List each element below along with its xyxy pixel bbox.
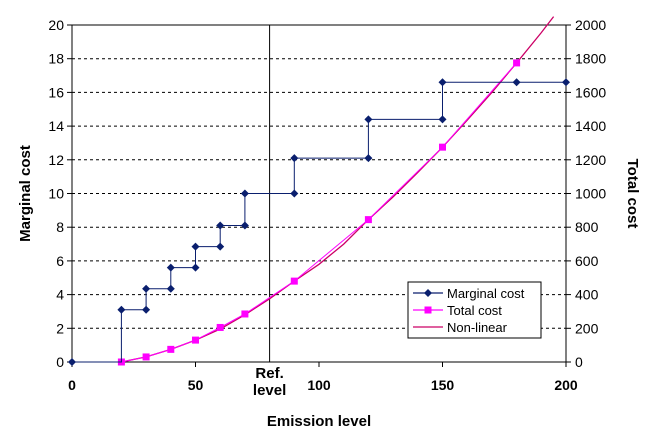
data-point	[512, 78, 521, 87]
reference-label-line2: level	[253, 382, 286, 399]
legend-label: Marginal cost	[447, 286, 525, 301]
data-point	[142, 353, 150, 361]
data-point	[166, 284, 175, 293]
data-point	[290, 277, 298, 285]
axis-ticks: 0 50 100 150 2000246810121416182002004006008…	[48, 17, 606, 393]
y-left-tick-label: 2	[56, 320, 64, 336]
data-point	[216, 323, 224, 331]
data-point	[166, 263, 175, 272]
y-left-tick-label: 20	[48, 17, 64, 33]
legend-swatch-marker	[424, 306, 432, 314]
y-right-tick-label: 1000	[575, 186, 606, 202]
y-left-tick-label: 6	[56, 253, 64, 269]
y-left-tick-label: 10	[48, 186, 64, 202]
legend-item: Total cost	[413, 303, 502, 318]
legend-item: Marginal cost	[413, 286, 525, 301]
legend-item: Non-linear	[413, 320, 508, 335]
legend-swatch-marker	[424, 289, 432, 297]
legend-label: Non-linear	[447, 320, 508, 335]
data-point	[216, 242, 225, 251]
series-marginal-cost	[68, 78, 570, 366]
data-point	[142, 284, 151, 293]
y-right-tick-label: 600	[575, 253, 599, 269]
y-right-tick-label: 1400	[575, 118, 606, 134]
x-tick-label: 0	[68, 377, 76, 393]
data-point	[364, 216, 372, 224]
x-tick-label: 50	[188, 377, 204, 393]
y-right-tick-label: 1600	[575, 84, 606, 100]
data-point	[241, 310, 249, 318]
y-right-tick-label: 200	[575, 320, 599, 336]
y-right-tick-label: 2000	[575, 17, 606, 33]
data-point	[240, 221, 249, 230]
data-point	[438, 115, 447, 124]
data-point	[364, 115, 373, 124]
data-point	[167, 345, 175, 353]
data-point	[290, 189, 299, 198]
legend: Marginal cost Total cost Non-linear	[407, 281, 542, 339]
data-point	[216, 221, 225, 230]
series-line	[121, 62, 517, 363]
y-axis-right-title: Total cost	[624, 159, 641, 229]
y-left-tick-label: 16	[48, 84, 64, 100]
y-left-tick-label: 4	[56, 287, 64, 303]
y-right-tick-label: 1800	[575, 51, 606, 67]
series-layer	[68, 16, 570, 366]
x-axis-title: Emission level	[267, 413, 371, 430]
y-left-tick-label: 18	[48, 51, 64, 67]
reference-label-line1: Ref.	[255, 365, 283, 382]
y-left-tick-label: 0	[56, 354, 64, 370]
data-point	[290, 154, 299, 163]
data-point	[364, 154, 373, 163]
legend-label: Total cost	[447, 303, 502, 318]
data-point	[438, 78, 447, 87]
data-point	[240, 189, 249, 198]
data-point	[191, 263, 200, 272]
y-left-tick-label: 12	[48, 152, 64, 168]
x-tick-label: 150	[431, 377, 455, 393]
x-tick-label: 200	[554, 377, 578, 393]
y-axis-left-title: Marginal cost	[17, 145, 34, 242]
x-tick-label: 100	[307, 377, 331, 393]
y-right-tick-label: 400	[575, 287, 599, 303]
data-point	[192, 336, 199, 344]
y-left-tick-label: 8	[56, 219, 64, 235]
data-point	[68, 358, 76, 366]
y-right-tick-label: 0	[575, 354, 583, 370]
data-point	[191, 242, 200, 251]
data-point	[562, 78, 570, 87]
data-point	[513, 59, 521, 67]
y-right-tick-label: 800	[575, 219, 599, 235]
data-point	[142, 305, 151, 314]
y-left-tick-label: 14	[48, 118, 64, 134]
data-point	[117, 305, 126, 314]
y-right-tick-label: 1200	[575, 152, 606, 168]
data-point	[439, 143, 446, 151]
